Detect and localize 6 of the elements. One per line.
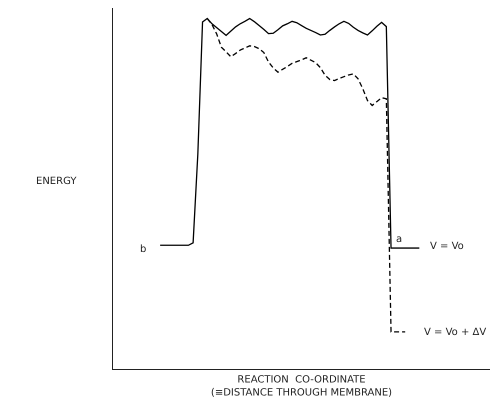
y-axis-title: ENERGY bbox=[36, 176, 78, 187]
annotation: a bbox=[396, 234, 402, 245]
annotation: b bbox=[140, 244, 146, 255]
annotation: V = Vo + ΔV bbox=[424, 327, 486, 338]
annotation: V = Vo bbox=[430, 241, 464, 252]
x-axis-title: REACTION CO-ORDINATE (≡DISTANCE THROUGH MEMBRANE) bbox=[210, 374, 392, 399]
